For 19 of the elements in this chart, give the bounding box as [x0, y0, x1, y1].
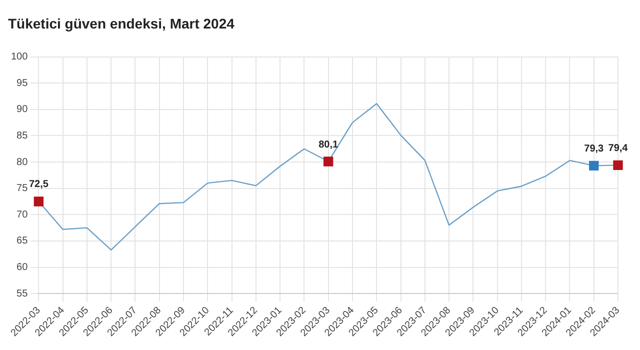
point	[34, 196, 44, 206]
data-label: 80,1	[318, 139, 339, 150]
point	[589, 160, 599, 171]
y-tick-label: 60	[16, 262, 28, 274]
y-tick-label: 65	[16, 236, 28, 247]
data-label: 79,4	[608, 142, 628, 154]
y-tick-label: 75	[16, 183, 28, 194]
data-label: 72,5	[28, 179, 49, 190]
y-tick-label: 55	[16, 288, 28, 300]
y-tick-label: 100	[10, 52, 28, 63]
y-tick-label: 90	[16, 104, 28, 116]
y-tick-label: 80	[16, 156, 28, 168]
chart-title: Tüketici güven endeksi, Mart 2024	[8, 15, 235, 32]
point	[613, 160, 623, 170]
data-label: 79,3	[584, 143, 604, 154]
y-tick-label: 85	[16, 130, 28, 142]
point	[324, 156, 334, 166]
y-tick-label: 70	[16, 209, 28, 220]
y-tick-label: 95	[16, 78, 28, 89]
